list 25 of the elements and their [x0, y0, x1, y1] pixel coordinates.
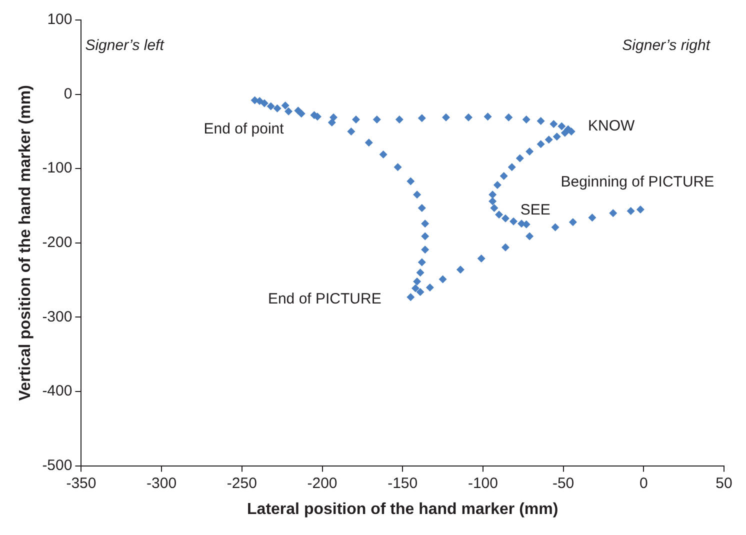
- x-tick-label: -200: [307, 474, 338, 492]
- y-tick-label: -200: [42, 234, 72, 252]
- y-tick-label: -300: [42, 308, 72, 326]
- annotation: End of point: [204, 120, 285, 138]
- annotation: SEE: [520, 201, 550, 218]
- x-tick-label: -50: [552, 474, 574, 492]
- x-tick-label: -250: [226, 474, 257, 492]
- x-tick-label: -150: [388, 474, 418, 492]
- annotation: Signer’s left: [85, 37, 165, 54]
- y-tick-label: -100: [42, 160, 72, 177]
- y-tick-label: -400: [42, 382, 72, 400]
- y-tick-label: 0: [64, 85, 72, 102]
- x-tick-label: -300: [146, 474, 177, 492]
- x-tick-label: -100: [468, 474, 498, 492]
- annotation: End of PICTURE: [268, 290, 382, 308]
- annotation: Beginning of PICTURE: [560, 174, 714, 191]
- annotation: KNOW: [588, 118, 636, 135]
- y-tick-label: -500: [42, 456, 72, 474]
- y-axis-title: Vertical position of the hand marker (mm): [17, 85, 34, 401]
- x-tick-label: 50: [716, 474, 732, 492]
- x-axis-title: Lateral position of the hand marker (mm): [247, 500, 558, 518]
- annotation: Signer’s right: [622, 37, 711, 54]
- x-tick-label: -350: [66, 474, 96, 492]
- x-tick-label: 0: [639, 474, 648, 492]
- y-tick-label: 100: [47, 11, 72, 28]
